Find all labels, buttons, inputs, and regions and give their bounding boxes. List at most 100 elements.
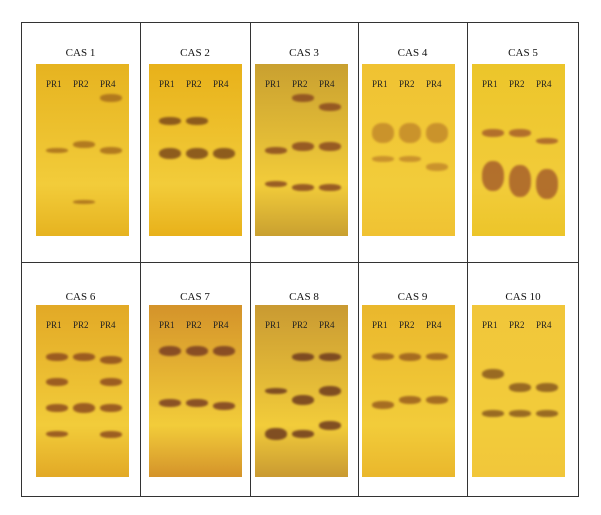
gel-band bbox=[319, 386, 341, 396]
gel-band bbox=[319, 184, 341, 192]
lane-label: PR1 bbox=[46, 79, 62, 89]
gel-band bbox=[100, 94, 122, 103]
gel-image: PR1 PR2 PR4 bbox=[149, 305, 242, 477]
gel-band bbox=[100, 378, 122, 387]
gel-band bbox=[319, 142, 341, 152]
lane-label: PR2 bbox=[186, 320, 202, 330]
gel-band bbox=[536, 409, 558, 417]
lane-label: PR4 bbox=[426, 79, 442, 89]
gel-band bbox=[100, 430, 122, 438]
lane-label: PR4 bbox=[100, 79, 116, 89]
gel-band bbox=[509, 409, 531, 417]
gel-band bbox=[292, 430, 314, 438]
gel-band bbox=[213, 147, 235, 159]
gel-band bbox=[159, 116, 181, 125]
gel-band bbox=[159, 399, 181, 408]
gel-band bbox=[265, 181, 287, 188]
lane-label: PR1 bbox=[265, 320, 281, 330]
lane-label: PR4 bbox=[213, 79, 229, 89]
gel-band bbox=[536, 383, 558, 393]
gel-band bbox=[399, 122, 421, 143]
panel-title: CAS 7 bbox=[180, 291, 210, 303]
gel-band bbox=[159, 346, 181, 357]
lane-label: PR1 bbox=[482, 320, 498, 330]
gel-band bbox=[265, 146, 287, 154]
gel-band bbox=[372, 155, 394, 162]
gel-band bbox=[536, 169, 558, 200]
gel-band bbox=[319, 352, 341, 361]
gel-band bbox=[399, 352, 421, 361]
lane-label: PR2 bbox=[399, 320, 415, 330]
gel-band bbox=[186, 346, 208, 357]
lane-label: PR2 bbox=[292, 320, 308, 330]
gel-band bbox=[509, 128, 531, 137]
gel-band bbox=[319, 420, 341, 430]
gel-band bbox=[292, 94, 314, 103]
gel-band bbox=[426, 353, 448, 361]
lane-label: PR2 bbox=[509, 320, 525, 330]
gel-band bbox=[46, 431, 68, 437]
gel-band bbox=[319, 103, 341, 111]
lane-label: PR1 bbox=[372, 320, 388, 330]
gel-band bbox=[213, 402, 235, 411]
gel-band bbox=[292, 184, 314, 192]
gel-band bbox=[399, 395, 421, 404]
gel-band bbox=[536, 138, 558, 145]
gel-band bbox=[186, 116, 208, 125]
lane-label: PR4 bbox=[319, 79, 335, 89]
panel-title: CAS 9 bbox=[397, 291, 428, 303]
gel-band bbox=[73, 199, 95, 204]
gel-band bbox=[292, 394, 314, 405]
lane-label: PR2 bbox=[509, 79, 525, 89]
cell-border bbox=[21, 262, 579, 263]
lane-label: PR1 bbox=[372, 79, 388, 89]
lane-label: PR4 bbox=[319, 320, 335, 330]
gel-band bbox=[46, 352, 68, 361]
gel-band bbox=[159, 147, 181, 159]
lane-label: PR1 bbox=[159, 320, 175, 330]
gel-band bbox=[100, 356, 122, 365]
lane-label: PR4 bbox=[100, 320, 116, 330]
lane-label: PR1 bbox=[46, 320, 62, 330]
gel-band bbox=[46, 147, 68, 153]
lane-label: PR2 bbox=[186, 79, 202, 89]
lane-label: PR2 bbox=[73, 79, 89, 89]
lane-label: PR4 bbox=[426, 320, 442, 330]
gel-band bbox=[372, 122, 394, 143]
panel-title: CAS 6 bbox=[65, 291, 96, 303]
gel-band bbox=[186, 399, 208, 408]
panel-title: CAS 5 bbox=[508, 47, 538, 59]
gel-band bbox=[426, 163, 448, 172]
gel-image: PR1 PR2 PR4 bbox=[362, 64, 455, 236]
gel-band bbox=[399, 155, 421, 162]
panel-title: CAS 4 bbox=[397, 47, 428, 59]
gel-band bbox=[482, 409, 504, 417]
gel-band bbox=[46, 378, 68, 387]
gel-band bbox=[46, 404, 68, 413]
gel-band bbox=[372, 400, 394, 409]
panel-title: CAS 8 bbox=[289, 291, 319, 303]
gel-image: PR1 PR2 PR4 bbox=[255, 64, 348, 236]
gel-band bbox=[482, 368, 504, 379]
gel-image: PR1 PR2 PR4 bbox=[472, 64, 565, 236]
gel-band bbox=[100, 146, 122, 154]
gel-band bbox=[482, 160, 504, 191]
gel-image: PR1 PR2 PR4 bbox=[36, 64, 129, 236]
gel-band bbox=[509, 164, 531, 197]
gel-band bbox=[509, 383, 531, 393]
cell-border bbox=[467, 22, 468, 497]
lane-label: PR4 bbox=[213, 320, 229, 330]
gel-band bbox=[186, 147, 208, 159]
gel-band bbox=[265, 388, 287, 394]
lane-label: PR4 bbox=[536, 320, 552, 330]
gel-image: PR1 PR2 PR4 bbox=[472, 305, 565, 477]
panel-title: CAS 3 bbox=[289, 47, 319, 59]
gel-band bbox=[292, 352, 314, 361]
gel-image: PR1 PR2 PR4 bbox=[149, 64, 242, 236]
gel-band bbox=[265, 428, 287, 440]
lane-label: PR1 bbox=[265, 79, 281, 89]
lane-label: PR2 bbox=[292, 79, 308, 89]
lane-label: PR1 bbox=[159, 79, 175, 89]
lane-label: PR2 bbox=[399, 79, 415, 89]
gel-band bbox=[73, 141, 95, 149]
